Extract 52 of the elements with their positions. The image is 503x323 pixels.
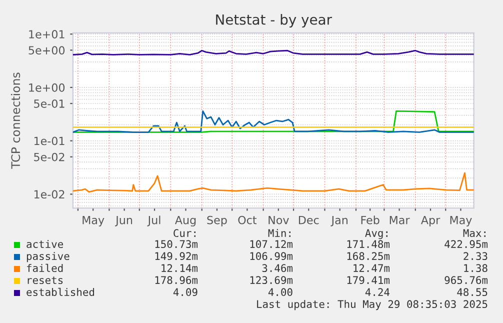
text: 107.12m — [250, 240, 293, 248]
y-tick-label: 1e-02 — [34, 190, 64, 199]
legend-label: failed — [26, 264, 63, 272]
text: 168.25m — [347, 252, 390, 260]
x-tick-label: Jun — [115, 216, 132, 226]
x-tick-label: May — [82, 216, 104, 226]
text: 4.00 — [268, 288, 292, 296]
x-tick-label: Dec — [298, 216, 319, 224]
text: Min: — [268, 228, 290, 237]
text: 179.41m — [347, 276, 390, 284]
text: Cur: — [174, 229, 196, 238]
text: 12.14m — [162, 264, 198, 272]
text: 150.73m — [155, 240, 198, 248]
legend-label: resets — [28, 276, 63, 284]
y-tick-label: 1e+01 — [29, 30, 64, 38]
chart-title: Netstat - by year — [216, 14, 332, 28]
text: 178.96m — [155, 276, 198, 284]
text: 2.33 — [464, 252, 488, 260]
text: Last update: Thu May 29 08:35:03 2025 — [257, 300, 488, 310]
text: 149.92m — [155, 252, 198, 260]
x-tick-label: Apr — [420, 216, 440, 226]
text: Avg: — [365, 229, 388, 240]
legend-label: established — [26, 288, 94, 296]
x-tick-label: May — [450, 216, 472, 226]
text: 1.38 — [464, 264, 488, 272]
y-tick-label: 5e-02 — [34, 152, 64, 162]
y-tick-label: 5e+00 — [28, 46, 65, 55]
text: 106.99m — [250, 252, 293, 260]
y-axis-title: TCP connections — [10, 72, 20, 169]
y-tick-label: 1e-01 — [34, 136, 64, 146]
x-tick-label: Nov — [268, 216, 289, 224]
legend-label: passive — [26, 252, 70, 262]
text: 48.55 — [457, 288, 488, 296]
x-tick-label: Jan — [330, 216, 348, 226]
y-tick-label: 5e-01 — [34, 99, 64, 108]
x-tick-label: Sep — [207, 216, 227, 226]
y-tick-label: 1e+00 — [29, 83, 65, 92]
x-tick-label: Jul — [147, 216, 160, 226]
text: 123.69m — [250, 276, 293, 284]
text: 422.95m — [444, 240, 488, 248]
x-tick-label: Aug — [174, 216, 196, 226]
text: Max: — [463, 229, 486, 238]
text: 965.76m — [444, 276, 488, 284]
legend-label: active — [26, 240, 64, 248]
text: 4.09 — [173, 288, 198, 296]
x-tick-label: Feb — [361, 216, 380, 224]
text: 171.48m — [347, 240, 390, 248]
text: 4.24 — [365, 288, 390, 296]
text: 12.47m — [354, 264, 390, 272]
text: 3.46m — [262, 264, 293, 272]
x-tick-label: Mar — [390, 216, 410, 224]
x-tick-label: Oct — [238, 216, 257, 224]
